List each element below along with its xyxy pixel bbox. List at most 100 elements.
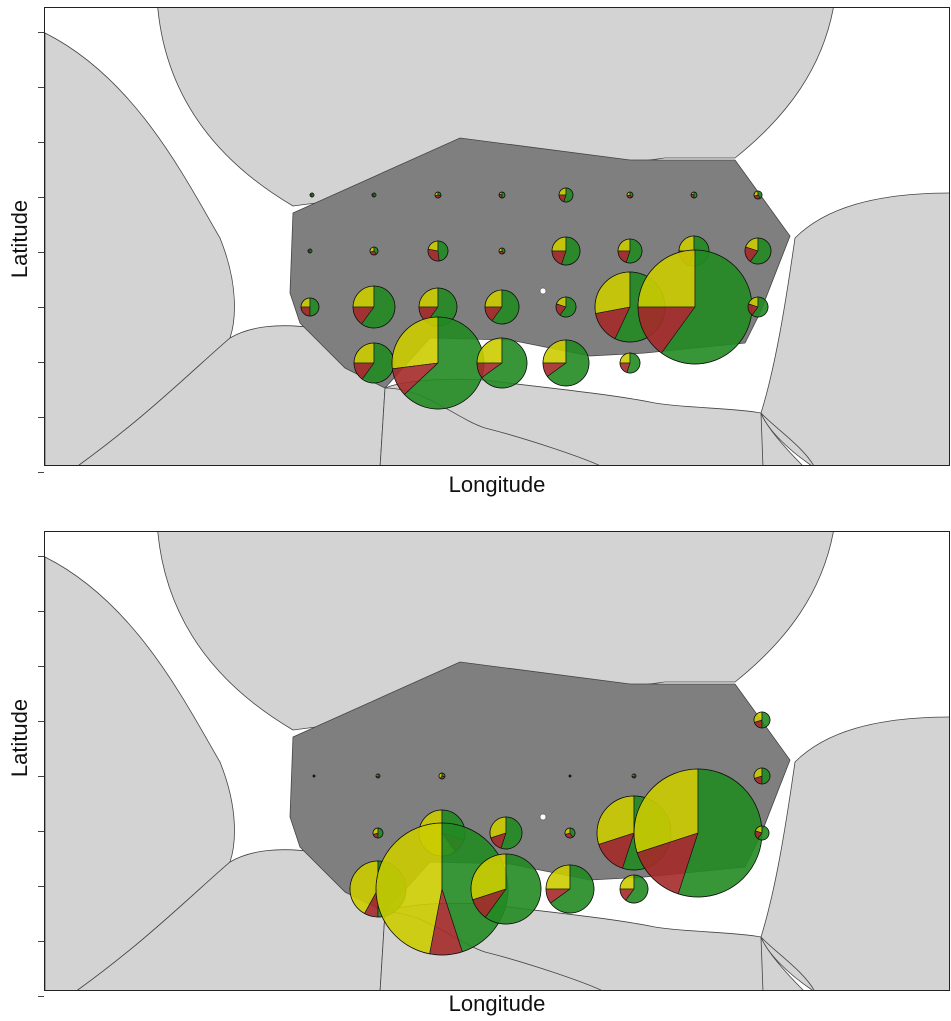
pie-outline bbox=[631, 773, 637, 779]
island bbox=[539, 813, 547, 821]
pie-chart bbox=[307, 248, 313, 254]
pie-chart bbox=[637, 249, 753, 365]
pie-chart bbox=[470, 853, 542, 925]
pie-slice bbox=[761, 711, 771, 729]
pie-outline bbox=[619, 352, 641, 374]
pie-outline bbox=[558, 187, 574, 203]
pie-chart bbox=[427, 240, 449, 262]
pie-outline bbox=[312, 774, 316, 778]
y-tick bbox=[38, 886, 44, 887]
pie-chart bbox=[391, 316, 485, 410]
map-panel-bottom: Latitude Longitude bbox=[0, 525, 951, 1021]
y-tick bbox=[38, 776, 44, 777]
pie-outline bbox=[568, 774, 572, 778]
y-tick bbox=[38, 362, 44, 363]
pie-outline bbox=[753, 767, 771, 785]
pie-chart bbox=[300, 297, 320, 317]
pie-chart bbox=[555, 296, 577, 318]
pie-chart bbox=[633, 768, 763, 898]
y-tick bbox=[38, 611, 44, 612]
land-masses bbox=[45, 8, 949, 465]
pie-chart bbox=[545, 864, 595, 914]
map-plot-area bbox=[44, 531, 950, 991]
pie-outline bbox=[747, 296, 769, 318]
pie-outline bbox=[300, 297, 320, 317]
pie-chart bbox=[434, 191, 442, 199]
pie-chart bbox=[498, 191, 506, 199]
y-tick bbox=[38, 941, 44, 942]
y-tick bbox=[38, 721, 44, 722]
boundary-line bbox=[760, 412, 764, 465]
y-tick bbox=[38, 142, 44, 143]
map-canvas bbox=[45, 8, 949, 465]
pie-outline bbox=[555, 296, 577, 318]
land-polygon bbox=[760, 716, 949, 990]
pie-chart bbox=[753, 190, 763, 200]
pie-chart bbox=[744, 237, 772, 265]
map-canvas bbox=[45, 532, 949, 990]
pie-chart bbox=[558, 187, 574, 203]
pie-outline bbox=[551, 236, 581, 266]
pie-charts bbox=[300, 187, 772, 410]
pie-chart bbox=[372, 827, 384, 839]
pie-chart bbox=[568, 774, 572, 778]
pie-outline bbox=[434, 191, 442, 199]
pie-outline bbox=[438, 772, 446, 780]
pie-outline bbox=[372, 827, 384, 839]
pie-outline bbox=[690, 191, 698, 199]
y-tick bbox=[38, 32, 44, 33]
y-axis-label: Latitude bbox=[7, 199, 32, 279]
y-tick bbox=[38, 472, 44, 473]
y-tick bbox=[38, 87, 44, 88]
y-tick bbox=[38, 417, 44, 418]
pie-chart bbox=[312, 774, 316, 778]
pie-outline bbox=[619, 874, 649, 904]
pie-charts bbox=[312, 711, 771, 956]
map-panel-top: Latitude Longitude bbox=[0, 0, 951, 500]
pie-chart bbox=[617, 238, 643, 264]
pie-chart bbox=[371, 192, 377, 198]
pie-chart bbox=[375, 773, 381, 779]
pie-outline bbox=[371, 192, 377, 198]
pie-chart bbox=[551, 236, 581, 266]
pie-chart bbox=[542, 339, 590, 387]
pie-chart bbox=[753, 711, 771, 729]
pie-outline bbox=[754, 825, 770, 841]
pie-chart bbox=[619, 352, 641, 374]
pie-chart bbox=[747, 296, 769, 318]
pie-chart bbox=[309, 192, 315, 198]
pie-outline bbox=[470, 853, 542, 925]
pie-outline bbox=[626, 191, 634, 199]
pie-chart bbox=[418, 287, 458, 327]
y-tick bbox=[38, 556, 44, 557]
y-tick bbox=[38, 666, 44, 667]
pie-chart bbox=[564, 827, 576, 839]
pie-outline bbox=[617, 238, 643, 264]
y-tick bbox=[38, 307, 44, 308]
pie-outline bbox=[498, 191, 506, 199]
pie-outline bbox=[375, 773, 381, 779]
pie-chart bbox=[498, 247, 506, 255]
x-axis-label: Longitude bbox=[448, 991, 546, 1016]
pie-chart bbox=[352, 285, 396, 329]
y-tick bbox=[38, 252, 44, 253]
pie-outline bbox=[309, 192, 315, 198]
pie-outline bbox=[352, 285, 396, 329]
pie-chart bbox=[619, 874, 649, 904]
pie-chart bbox=[438, 772, 446, 780]
y-axis-label: Latitude bbox=[7, 698, 32, 778]
map-plot-area bbox=[44, 7, 950, 466]
pie-chart bbox=[754, 825, 770, 841]
island bbox=[539, 287, 547, 295]
pie-chart bbox=[631, 773, 637, 779]
pie-chart bbox=[369, 246, 379, 256]
pie-chart bbox=[753, 767, 771, 785]
pie-outline bbox=[744, 237, 772, 265]
y-tick bbox=[38, 197, 44, 198]
land-polygon bbox=[760, 192, 949, 465]
pie-chart bbox=[626, 191, 634, 199]
y-tick bbox=[38, 996, 44, 997]
boundary-line bbox=[760, 936, 815, 990]
pie-outline bbox=[369, 246, 379, 256]
x-axis-label: Longitude bbox=[448, 472, 546, 497]
